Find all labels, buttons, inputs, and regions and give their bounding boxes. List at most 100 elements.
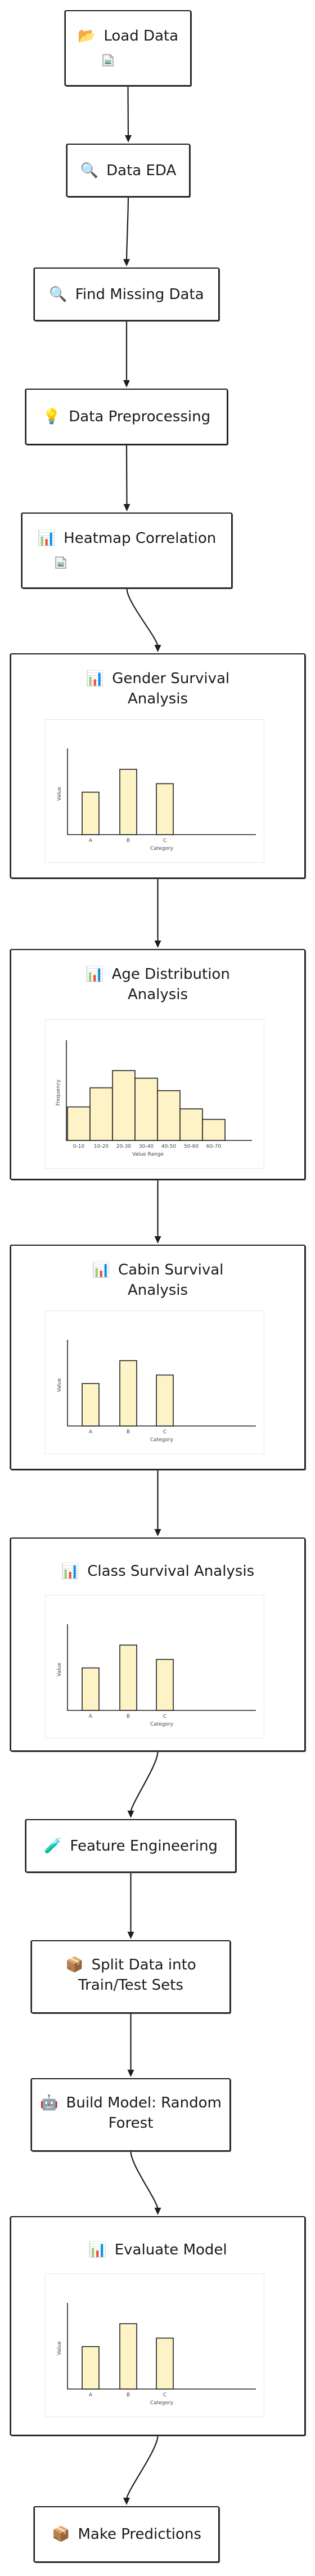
node-title-text: Data Preprocessing: [69, 408, 211, 425]
node-title-text: Build Model: Random: [66, 2094, 222, 2111]
node-title-text: Make Predictions: [78, 2526, 201, 2543]
chart-tick-label: B: [127, 1429, 130, 1435]
chart-tick-label: 60-70: [206, 1144, 221, 1149]
chart-tick-label: 30-40: [139, 1144, 154, 1149]
node-data-preprocessing: 💡 Data Preprocessing: [25, 389, 228, 445]
node-title-text: Split Data into: [91, 1956, 196, 1973]
chart-bar: [67, 1106, 91, 1141]
chart-tick-label: C: [163, 1714, 166, 1719]
node-title: 🤖 Build Model: Random Forest: [32, 2093, 230, 2133]
chart-y-axis-label: Value: [57, 787, 62, 801]
node-title-text: Heatmap Correlation: [64, 530, 217, 547]
chart-bar: [134, 1077, 158, 1141]
bar-chart: A B C Category Value: [57, 748, 256, 852]
arrow-head-icon: [125, 135, 132, 142]
node-title-text: Age Distribution: [111, 966, 230, 983]
chart-tick-label: 50-60: [184, 1144, 199, 1149]
chart-bar: [82, 1383, 100, 1427]
arrow-head-icon: [154, 1529, 161, 1536]
node-icon: 📦: [65, 1956, 84, 1973]
bar-chart: A B C Category Value: [57, 1624, 256, 1727]
flow-arrow: [130, 1751, 159, 1813]
chart-axes: [67, 2303, 256, 2390]
node-heatmap-correlation: 📊 Heatmap Correlation: [21, 512, 232, 589]
broken-image-icon: [101, 53, 115, 68]
chart-x-axis-label: Category: [150, 1722, 174, 1727]
chart-panel: A B C Category Value: [45, 2274, 264, 2417]
flow-arrow: [125, 2435, 159, 2500]
chart-bar: [119, 2323, 137, 2390]
chart-tick-label: C: [163, 1429, 166, 1435]
chart-panel: A B C Category Value: [45, 1311, 264, 1454]
node-load-data: 📂 Load Data: [65, 10, 191, 86]
flow-arrow: [126, 588, 159, 647]
node-evaluate-model: 📊 Evaluate Model A B C Category Value: [10, 2216, 305, 2436]
bar-chart: A B C Category Value: [57, 2303, 256, 2406]
node-title: 📊 Evaluate Model: [11, 2240, 304, 2260]
node-title-text: Train/Test Sets: [78, 1977, 183, 1994]
chart-tick-label: A: [89, 1714, 93, 1719]
node-title: 📦 Make Predictions: [35, 2524, 218, 2544]
node-icon: 📊: [92, 1262, 110, 1278]
node-icon: 📊: [86, 670, 105, 687]
chart-tick-label: A: [89, 838, 93, 844]
node-title: 📊 Cabin Survival Analysis: [11, 1260, 304, 1300]
node-title-text: Analysis: [127, 986, 188, 1003]
node-title-text: Class Survival Analysis: [87, 1563, 255, 1580]
chart-x-axis-label: Category: [150, 1437, 174, 1443]
chart-bar: [156, 1374, 174, 1427]
chart-bar: [112, 1070, 136, 1141]
arrow-head-icon: [154, 2208, 161, 2215]
node-feature-engineering: 🧪 Feature Engineering: [25, 1819, 236, 1873]
arrow-head-icon: [123, 380, 130, 387]
flow-arrow: [125, 197, 129, 261]
chart-x-axis-label: Category: [150, 846, 174, 852]
chart-bar: [82, 2346, 100, 2390]
arrow-head-icon: [123, 504, 130, 511]
node-icon: 🤖: [40, 2094, 58, 2111]
node-title-text: Find Missing Data: [75, 286, 204, 303]
chart-bar: [89, 1087, 113, 1141]
arrow-head-icon: [127, 1932, 134, 1939]
bar-chart: 0-10 10-20 20-30 30-40 40-50 50-60 60-70 Value …: [56, 1040, 252, 1157]
chart-tick-label: C: [163, 2392, 166, 2398]
node-icon: 📊: [61, 1563, 80, 1580]
node-title-text: Data EDA: [106, 162, 177, 179]
node-icon: 📦: [52, 2526, 70, 2543]
node-icon: 🔍: [49, 286, 68, 303]
chart-bar: [82, 1667, 100, 1711]
chart-tick-label: B: [127, 838, 130, 844]
node-title-text: Cabin Survival: [118, 1262, 224, 1278]
chart-y-axis-label: Value: [57, 1663, 62, 1677]
node-title: 📊 Heatmap Correlation: [22, 528, 231, 549]
node-title: 💡 Data Preprocessing: [26, 407, 227, 427]
chart-bar: [202, 1118, 226, 1141]
chart-tick-label: 40-50: [161, 1144, 176, 1149]
node-title-text: Evaluate Model: [114, 2241, 227, 2258]
node-title: 📦 Split Data into Train/Test Sets: [32, 1955, 230, 1995]
arrow-head-icon: [123, 2498, 130, 2505]
chart-y-axis-label: Value: [57, 1378, 62, 1392]
chart-tick-label: 0-10: [73, 1144, 85, 1149]
arrow-head-icon: [127, 2070, 134, 2077]
chart-tick-label: B: [127, 2392, 130, 2398]
chart-tick-label: B: [127, 1714, 130, 1719]
chart-tick-label: A: [89, 1429, 93, 1435]
chart-bar: [157, 1090, 181, 1141]
node-icon: 💡: [42, 408, 61, 425]
node-title: 📊 Age Distribution Analysis: [11, 964, 304, 1005]
chart-y-axis-label: Value: [57, 2341, 62, 2355]
node-cabin-survival-analysis: 📊 Cabin Survival Analysis A B C Category Value: [10, 1245, 305, 1470]
node-gender-survival-analysis: 📊 Gender Survival Analysis A B C Category Value: [10, 653, 305, 879]
node-icon: 🔍: [80, 162, 99, 179]
node-title-text: Analysis: [127, 690, 188, 707]
node-title-text: Feature Engineering: [70, 1838, 218, 1855]
chart-y-axis-label: Frequency: [56, 1079, 61, 1106]
chart-axes: [67, 1340, 256, 1427]
flow-arrow: [127, 86, 129, 137]
node-title: 🔍 Find Missing Data: [35, 284, 218, 305]
chart-panel: A B C Category Value: [45, 1595, 264, 1739]
arrow-head-icon: [127, 1811, 134, 1818]
chart-bar: [82, 791, 100, 835]
